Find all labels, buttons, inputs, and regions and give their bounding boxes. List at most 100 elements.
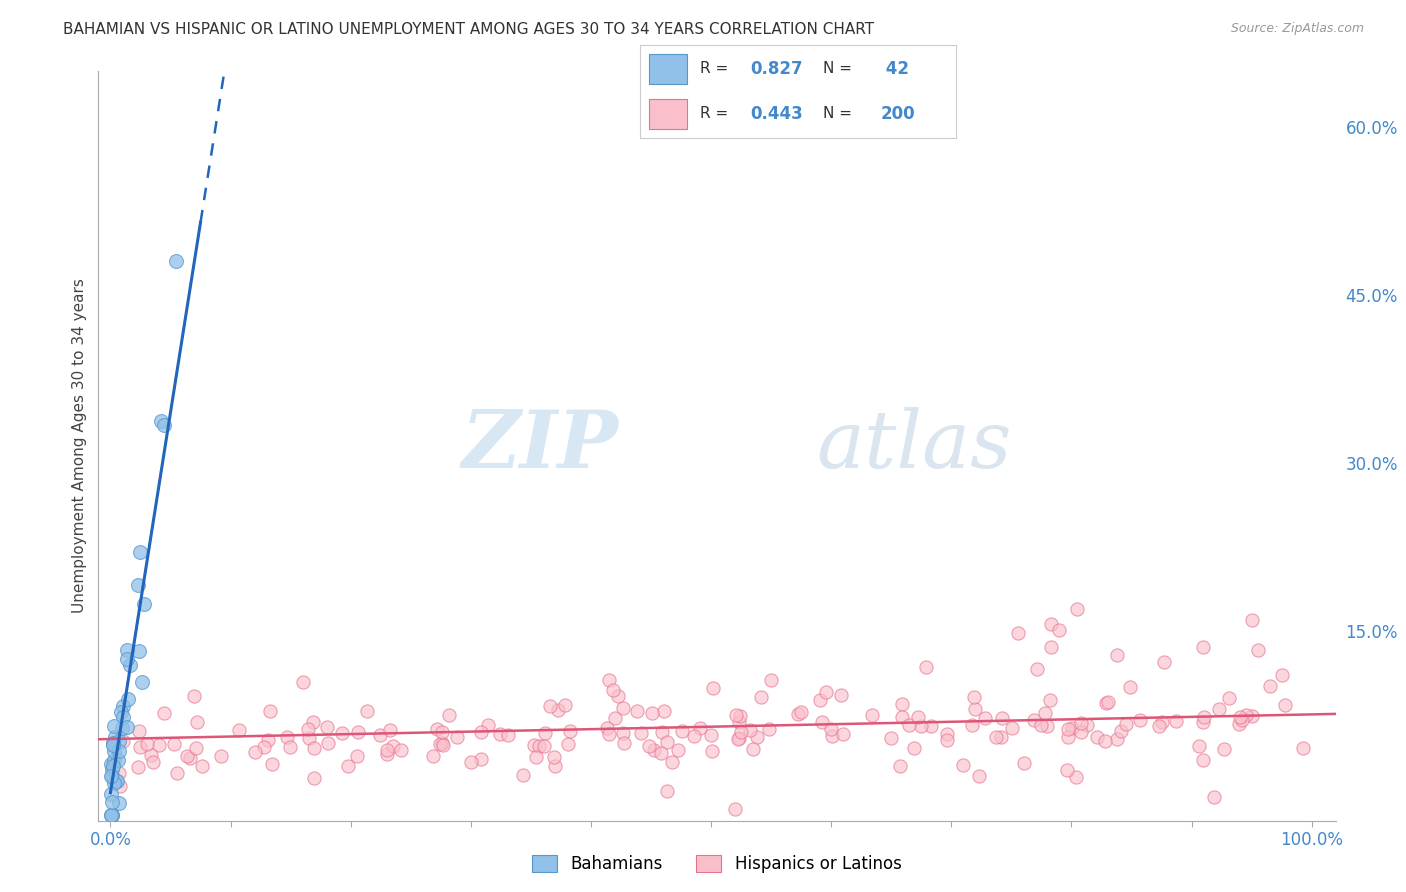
- Point: [1234, 707, 1257, 722]
- Point: [100, 787, 122, 801]
- Point: [1036, 719, 1059, 733]
- Text: R =: R =: [700, 106, 733, 121]
- Point: [375, 747, 398, 761]
- Point: [259, 704, 281, 718]
- Point: [104, 730, 127, 744]
- Point: [984, 730, 1007, 744]
- Point: [498, 727, 520, 741]
- Point: [1166, 714, 1188, 728]
- Point: [118, 657, 141, 672]
- Text: 0.827: 0.827: [751, 60, 803, 78]
- Point: [1118, 680, 1140, 694]
- Point: [108, 733, 131, 747]
- Point: [907, 710, 929, 724]
- Point: [595, 721, 617, 735]
- Point: [963, 702, 986, 716]
- Point: [336, 759, 359, 773]
- Point: [749, 690, 772, 705]
- Point: [547, 703, 569, 717]
- Point: [915, 660, 938, 674]
- Point: [128, 643, 150, 657]
- Point: [139, 747, 162, 762]
- Point: [898, 718, 921, 732]
- Point: [166, 766, 188, 780]
- Point: [101, 808, 124, 822]
- Point: [960, 718, 983, 732]
- Point: [820, 722, 842, 736]
- Point: [1192, 640, 1215, 654]
- Point: [1022, 713, 1045, 727]
- Point: [606, 690, 628, 704]
- Point: [643, 743, 665, 757]
- Point: [1115, 716, 1137, 731]
- Point: [1152, 715, 1174, 730]
- Point: [554, 698, 576, 712]
- Point: [683, 729, 706, 743]
- Text: N =: N =: [824, 106, 858, 121]
- Point: [920, 719, 942, 733]
- Point: [880, 731, 903, 746]
- Point: [963, 690, 986, 705]
- Point: [108, 766, 131, 780]
- Point: [1191, 714, 1213, 729]
- Point: [381, 739, 404, 754]
- Point: [1066, 602, 1088, 616]
- Point: [100, 769, 122, 783]
- Point: [630, 726, 652, 740]
- Point: [727, 732, 749, 747]
- Point: [330, 726, 353, 740]
- Point: [1229, 710, 1251, 724]
- Point: [117, 651, 139, 665]
- Point: [1188, 739, 1211, 753]
- Point: [148, 738, 170, 752]
- FancyBboxPatch shape: [650, 54, 688, 84]
- Point: [432, 725, 454, 739]
- Point: [389, 743, 412, 757]
- Point: [460, 756, 482, 770]
- Point: [1001, 721, 1024, 735]
- Point: [651, 724, 673, 739]
- Point: [437, 708, 460, 723]
- Point: [112, 698, 135, 713]
- Text: N =: N =: [824, 62, 858, 77]
- Point: [375, 743, 398, 757]
- Point: [1056, 730, 1078, 744]
- Point: [1194, 710, 1216, 724]
- Point: [127, 759, 149, 773]
- Point: [1105, 731, 1128, 746]
- Point: [112, 709, 135, 723]
- Point: [671, 724, 693, 739]
- Point: [429, 737, 451, 751]
- Point: [1007, 626, 1029, 640]
- Point: [558, 723, 581, 738]
- Point: [538, 699, 561, 714]
- Point: [301, 714, 323, 729]
- Point: [814, 685, 837, 699]
- Legend: Bahamians, Hispanics or Latinos: Bahamians, Hispanics or Latinos: [526, 848, 908, 880]
- Text: 200: 200: [880, 105, 915, 123]
- FancyBboxPatch shape: [650, 99, 688, 129]
- Point: [163, 737, 186, 751]
- Point: [740, 723, 762, 737]
- Point: [650, 747, 672, 761]
- Point: [129, 545, 152, 559]
- Point: [1033, 706, 1056, 720]
- Point: [821, 729, 844, 743]
- Point: [990, 711, 1012, 725]
- Point: [117, 643, 139, 657]
- Point: [602, 683, 624, 698]
- Point: [831, 727, 853, 741]
- Point: [426, 723, 449, 737]
- Point: [110, 705, 132, 719]
- Point: [689, 721, 711, 735]
- Point: [652, 704, 675, 718]
- Point: [730, 709, 752, 723]
- Point: [165, 254, 187, 268]
- Point: [1208, 702, 1230, 716]
- Point: [512, 767, 534, 781]
- Point: [1153, 655, 1175, 669]
- Point: [641, 706, 664, 720]
- Point: [470, 725, 492, 739]
- Point: [730, 725, 752, 739]
- Point: [302, 771, 325, 785]
